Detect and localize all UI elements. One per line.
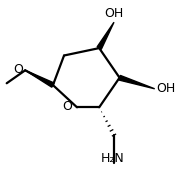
Text: O: O: [62, 100, 72, 113]
Text: OH: OH: [104, 7, 124, 20]
Polygon shape: [25, 70, 54, 87]
Polygon shape: [119, 75, 155, 89]
Polygon shape: [97, 22, 114, 49]
Text: H₂N: H₂N: [100, 152, 124, 165]
Text: OH: OH: [157, 82, 176, 95]
Text: O: O: [13, 63, 23, 76]
